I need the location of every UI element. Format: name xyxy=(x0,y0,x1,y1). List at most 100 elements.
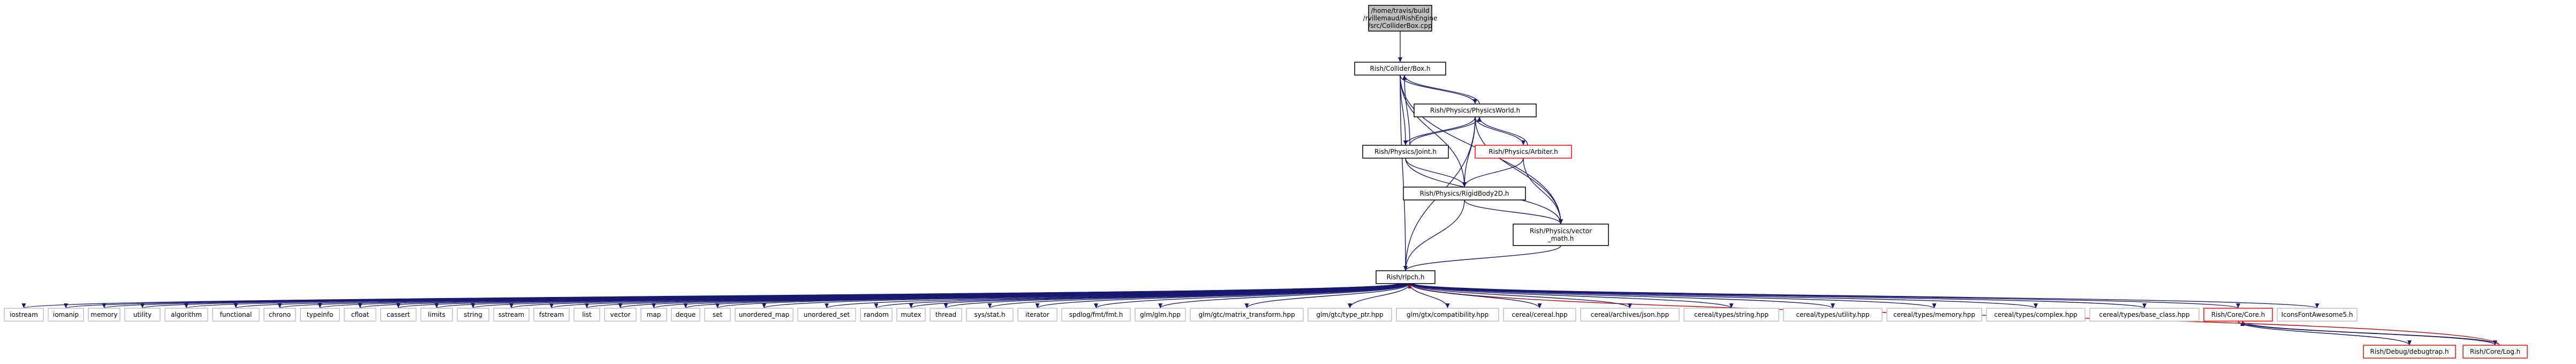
node-memory: memory xyxy=(88,308,120,322)
edge-rlpch-to-glm_mt xyxy=(1244,283,1410,309)
edge-joint-to-physicsworld xyxy=(1409,116,1482,146)
node-label: iostream xyxy=(10,311,38,318)
edge-rlpch-to-glm_compat xyxy=(1409,283,1450,309)
node-label: iterator xyxy=(1025,311,1049,318)
node-box xyxy=(124,308,161,322)
edge-rlpch-to-cereal_utility xyxy=(1411,283,1835,309)
node-glm_tp: glm/gtc/type_ptr.hpp xyxy=(1308,308,1392,322)
node-label: deque xyxy=(676,311,696,318)
node-label: cfloat xyxy=(351,311,369,318)
node-box xyxy=(300,308,340,322)
node-label: /home/travis/build xyxy=(1371,7,1429,14)
edge-physicsworld-to-vectormath xyxy=(1475,116,1563,225)
edge-vectormath-to-rlpch xyxy=(1403,245,1561,271)
node-label: sys/stat.h xyxy=(974,311,1005,318)
node-glm_compat: glm/gtx/compatibility.hpp xyxy=(1396,308,1499,322)
node-corelog[interactable]: Rish/Core/Log.h xyxy=(2462,345,2528,359)
node-cereal_string: cereal/types/string.hpp xyxy=(1683,308,1779,322)
node-label: glm/glm.hpp xyxy=(1140,311,1181,318)
node-glm: glm/glm.hpp xyxy=(1135,308,1186,322)
node-box xyxy=(493,308,530,322)
edge-rlpch-to-glm xyxy=(1158,283,1409,309)
node-label: cereal/types/base_class.hpp xyxy=(2099,311,2190,318)
node-debugbreak[interactable]: Rish/Debug/debugtrap.h xyxy=(2363,345,2456,359)
node-label: Rish/Core/Core.h xyxy=(2211,311,2265,318)
node-box xyxy=(1376,270,1436,284)
edge-rlpch-to-iconsfont xyxy=(1413,283,2319,309)
node-label: iomanip xyxy=(53,311,79,318)
node-label: fstream xyxy=(539,311,564,318)
node-iterator: iterator xyxy=(1017,308,1057,322)
node-joint[interactable]: Rish/Physics/Joint.h xyxy=(1362,145,1449,159)
node-box xyxy=(1783,308,1883,322)
node-algorithm: algorithm xyxy=(164,308,208,322)
node-chrono: chrono xyxy=(263,308,296,322)
node-box xyxy=(1403,187,1526,200)
edge-rlpch-to-cereal_complex xyxy=(1412,283,2038,309)
node-colliderbox[interactable]: Rish/Collider/Box.h xyxy=(1354,62,1446,76)
node-cereal: cereal/cereal.hpp xyxy=(1503,308,1576,322)
node-glm_mt: glm/gtc/matrix_transform.hpp xyxy=(1190,308,1304,322)
node-box xyxy=(1886,308,1982,322)
node-root[interactable]: /home/travis/build/rvillemaud/RishEngine… xyxy=(1363,5,1437,32)
edge-arbiter-to-physicsworld xyxy=(1477,116,1528,146)
node-fstream: fstream xyxy=(533,308,570,322)
node-label: /rvillemaud/RishEngine xyxy=(1363,14,1437,22)
node-iconsfont: IconsFontAwesome5.h xyxy=(2277,308,2358,322)
node-label: typeinfo xyxy=(307,311,333,318)
node-set: set xyxy=(704,308,731,322)
edge-joint-to-rigidbody xyxy=(1405,158,1467,188)
node-label: Rish/Physics/PhysicsWorld.h xyxy=(1430,107,1520,114)
edge-joint-to-colliderbox xyxy=(1402,75,1410,146)
node-vector: vector xyxy=(604,308,637,322)
node-rlpch[interactable]: Rish/rlpch.h xyxy=(1376,270,1436,284)
node-rigidbody[interactable]: Rish/Physics/RigidBody2D.h xyxy=(1403,187,1526,200)
node-box xyxy=(344,308,376,322)
node-physicsworld[interactable]: Rish/Physics/PhysicsWorld.h xyxy=(1414,103,1537,117)
node-label: glm/gtc/matrix_transform.hpp xyxy=(1198,311,1295,318)
node-iomanip: iomanip xyxy=(48,308,84,322)
edge-rlpch-to-cereal_string xyxy=(1410,283,1734,309)
node-label: map xyxy=(647,311,661,318)
node-box xyxy=(1513,224,1609,246)
node-label: utility xyxy=(133,311,152,318)
node-box xyxy=(735,308,794,322)
node-box xyxy=(2277,308,2358,322)
node-sstream: sstream xyxy=(493,308,530,322)
edge-corecore-to-debugbreak xyxy=(2238,321,2412,346)
node-box xyxy=(212,308,260,322)
node-label: Rish/Physics/vector xyxy=(1530,227,1592,235)
node-label: random xyxy=(864,311,889,318)
node-cereal_json: cereal/archives/json.hpp xyxy=(1580,308,1680,322)
node-cereal_base: cereal/types/base_class.hpp xyxy=(2089,308,2200,322)
node-label: sstream xyxy=(498,311,524,318)
node-arbiter[interactable]: Rish/Physics/Arbiter.h xyxy=(1475,145,1572,159)
node-functional: functional xyxy=(212,308,260,322)
node-label: IconsFontAwesome5.h xyxy=(2281,311,2353,318)
node-vectormath[interactable]: Rish/Physics/vector_math.h xyxy=(1513,224,1609,246)
edge-rlpch-to-cereal_json xyxy=(1410,283,1632,309)
node-label: mutex xyxy=(901,311,921,318)
node-box xyxy=(2363,345,2456,359)
node-box xyxy=(380,308,417,322)
node-box xyxy=(604,308,637,322)
edge-arbiter-to-vectormath xyxy=(1523,158,1563,225)
node-unordered_map: unordered_map xyxy=(735,308,794,322)
node-box xyxy=(1475,145,1572,159)
node-box xyxy=(1986,308,2086,322)
edge-rigidbody-to-rlpch xyxy=(1403,199,1465,271)
node-corecore[interactable]: Rish/Core/Core.h xyxy=(2203,308,2273,322)
node-label: Rish/Collider/Box.h xyxy=(1370,65,1431,72)
node-label: Rish/Physics/Arbiter.h xyxy=(1489,148,1558,155)
node-label: cereal/types/string.hpp xyxy=(1694,311,1769,318)
node-box xyxy=(88,308,120,322)
node-box xyxy=(2203,308,2273,322)
node-iostream: iostream xyxy=(4,308,44,322)
node-map: map xyxy=(640,308,667,322)
node-box xyxy=(797,308,856,322)
node-label: /src/ColliderBox.cpp xyxy=(1368,22,1432,29)
node-box xyxy=(1368,5,1432,32)
node-string: string xyxy=(457,308,489,322)
node-box xyxy=(704,308,731,322)
